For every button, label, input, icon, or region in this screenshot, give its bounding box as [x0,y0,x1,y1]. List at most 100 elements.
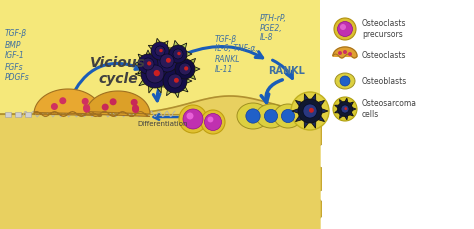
Circle shape [3,122,27,146]
Circle shape [283,128,308,153]
Polygon shape [292,94,328,128]
Circle shape [112,138,138,164]
Text: Differentiation: Differentiation [138,121,188,127]
Circle shape [132,106,139,113]
Circle shape [131,99,137,106]
Circle shape [10,139,39,169]
Circle shape [183,109,203,129]
Circle shape [161,160,189,188]
Circle shape [140,177,160,197]
Polygon shape [134,50,162,78]
Circle shape [99,193,131,225]
Circle shape [177,52,181,55]
Circle shape [235,174,261,200]
Circle shape [32,128,58,154]
Circle shape [127,208,153,229]
Circle shape [255,117,284,145]
Circle shape [51,103,58,110]
Circle shape [227,208,253,229]
Text: PGE2,: PGE2, [260,24,283,33]
Circle shape [25,206,55,229]
Circle shape [300,197,324,221]
Circle shape [203,195,227,219]
Circle shape [208,117,213,123]
Circle shape [210,162,233,184]
Circle shape [302,121,328,147]
Circle shape [340,76,350,86]
Polygon shape [333,47,357,58]
Circle shape [246,109,260,123]
Text: IL-6, TNF-α,: IL-6, TNF-α, [215,44,258,54]
Text: IGF-1: IGF-1 [5,52,25,60]
Circle shape [309,108,314,113]
Circle shape [179,105,207,133]
Text: Osteosarcoma
cells: Osteosarcoma cells [362,99,417,119]
Polygon shape [159,64,192,98]
Circle shape [151,42,169,60]
Circle shape [82,98,89,105]
Circle shape [155,117,184,145]
Text: PDGFs: PDGFs [5,74,30,82]
Circle shape [210,136,240,166]
Circle shape [58,119,82,143]
Circle shape [251,197,279,225]
Circle shape [343,50,347,54]
Circle shape [184,66,188,71]
Circle shape [201,110,225,134]
Circle shape [284,176,306,198]
Circle shape [112,155,144,187]
Bar [25,112,31,117]
Text: RANKL: RANKL [268,66,305,76]
Circle shape [69,163,91,185]
Circle shape [52,194,78,220]
Text: IL-8: IL-8 [260,33,273,41]
Ellipse shape [256,104,286,128]
Bar [5,112,11,117]
Circle shape [334,18,356,40]
Bar [15,112,21,117]
Circle shape [102,104,109,111]
Polygon shape [151,45,183,77]
Circle shape [234,130,256,152]
Circle shape [162,138,188,164]
Polygon shape [148,38,173,64]
Circle shape [23,162,47,186]
Circle shape [160,54,174,68]
Text: Vicious
cycle: Vicious cycle [90,56,146,86]
Text: TGF-β: TGF-β [215,35,237,44]
Circle shape [142,58,154,70]
Circle shape [182,128,208,153]
Circle shape [175,59,195,79]
Polygon shape [165,40,192,68]
Circle shape [156,50,178,72]
Circle shape [348,52,352,56]
Circle shape [62,138,88,164]
Circle shape [263,139,287,163]
Circle shape [186,112,193,120]
Circle shape [174,78,179,83]
Circle shape [83,106,90,113]
Circle shape [163,69,187,93]
Circle shape [282,109,295,123]
Circle shape [59,97,66,104]
Text: Osteoblasts: Osteoblasts [362,76,407,85]
Circle shape [83,104,90,111]
Circle shape [0,177,20,197]
Circle shape [338,51,342,55]
Polygon shape [0,96,320,229]
Circle shape [337,101,353,117]
Text: IL-11: IL-11 [215,65,233,74]
Circle shape [132,128,158,154]
Circle shape [108,119,132,143]
Circle shape [168,74,182,88]
Text: BMP: BMP [5,41,21,49]
Circle shape [205,116,236,146]
Circle shape [264,109,278,123]
Circle shape [81,127,109,155]
Circle shape [89,150,111,172]
Circle shape [180,209,201,229]
Circle shape [236,149,264,179]
Circle shape [182,171,214,203]
Circle shape [204,114,221,131]
Circle shape [345,107,347,110]
